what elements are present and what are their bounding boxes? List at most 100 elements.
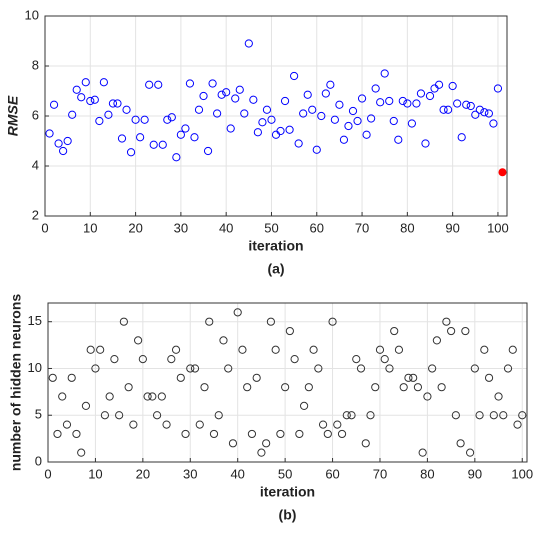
caption: (a) (267, 261, 284, 277)
point (105, 392, 114, 401)
point (143, 392, 152, 401)
point (361, 439, 370, 448)
point (451, 411, 460, 420)
point (457, 133, 466, 142)
caption: (b) (279, 507, 297, 523)
point (380, 69, 389, 78)
point (149, 140, 158, 149)
point (448, 81, 457, 91)
point (404, 373, 413, 382)
x-tick-label: 100 (511, 466, 533, 481)
point (271, 345, 280, 354)
point (195, 420, 204, 429)
point (158, 140, 167, 149)
point (181, 429, 190, 439)
point (280, 96, 290, 106)
point (186, 364, 195, 373)
point (385, 96, 394, 106)
x-tick-label: 30 (174, 220, 188, 235)
point (299, 109, 308, 118)
x-tick-label: 50 (264, 220, 278, 235)
point (394, 135, 403, 144)
point (337, 429, 347, 439)
point (335, 100, 344, 109)
point (326, 80, 335, 89)
point (339, 135, 349, 144)
point (437, 383, 446, 392)
point (181, 124, 190, 133)
point (489, 411, 498, 420)
point (262, 105, 272, 114)
point (124, 383, 133, 392)
point (475, 411, 484, 420)
point (244, 39, 253, 48)
point (318, 420, 328, 429)
point (243, 383, 252, 392)
point (68, 110, 77, 119)
point (271, 130, 281, 139)
point (59, 146, 68, 156)
point (503, 364, 513, 373)
point (421, 139, 430, 148)
point (140, 115, 149, 124)
x-tick-label: 40 (230, 466, 244, 481)
point (208, 79, 217, 88)
point (484, 373, 494, 382)
point (122, 105, 131, 114)
point (407, 119, 416, 128)
y-axis-label: number of hidden neurons (8, 294, 24, 472)
point (342, 411, 351, 420)
point (81, 401, 91, 410)
point (219, 336, 228, 345)
point (508, 345, 517, 354)
point (67, 373, 76, 382)
point (45, 129, 54, 138)
point (152, 411, 162, 420)
point (226, 124, 235, 133)
point (304, 383, 313, 392)
plot-frame (47, 302, 528, 463)
point (58, 392, 67, 401)
point (499, 411, 508, 420)
point (367, 114, 376, 123)
point (190, 133, 199, 142)
point (412, 99, 421, 108)
x-tick-label: 60 (310, 220, 324, 235)
point (224, 364, 233, 373)
point (136, 133, 145, 142)
point (518, 411, 527, 420)
point (162, 420, 171, 429)
point (172, 153, 181, 162)
point (231, 94, 240, 103)
point (444, 105, 453, 114)
point (113, 99, 122, 108)
point (145, 80, 154, 89)
point (423, 392, 432, 401)
point (425, 91, 435, 101)
point (317, 111, 326, 121)
point (176, 373, 185, 382)
point (413, 383, 423, 392)
point (328, 317, 337, 326)
x-tick-label: 60 (325, 466, 339, 481)
point (53, 429, 62, 439)
x-tick-label: 70 (355, 220, 369, 235)
point (385, 364, 394, 373)
point (205, 317, 214, 326)
point (257, 448, 266, 457)
point (213, 109, 222, 118)
point (252, 373, 261, 382)
point (380, 355, 389, 364)
point (356, 364, 366, 373)
point (91, 364, 100, 373)
point (262, 439, 271, 448)
point (434, 80, 444, 89)
point (190, 364, 200, 373)
x-tick-label: 90 (468, 466, 482, 481)
point (285, 326, 294, 336)
point (63, 136, 72, 146)
point (456, 439, 465, 448)
point (54, 139, 63, 148)
point (171, 345, 181, 354)
point (357, 94, 367, 103)
